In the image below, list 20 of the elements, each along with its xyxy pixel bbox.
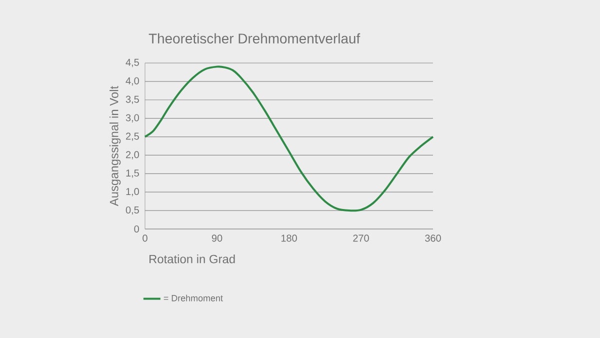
x-tick-label: 360 [425,234,441,242]
x-tick-label: 180 [281,234,297,242]
y-tick-label: 1,0 [126,188,139,196]
y-tick-label: 3,5 [126,96,139,104]
legend-label: = Drehmoment [164,294,223,302]
y-tick-label: 3,0 [126,114,139,122]
y-tick-label: 4,5 [126,58,139,68]
y-tick-label: 4,0 [126,77,139,86]
x-tick-label: 270 [353,234,369,242]
x-tick-label: 90 [212,234,222,242]
x-axis-title: Rotation in Grad [150,254,235,264]
y-tick-label: 2,5 [126,132,139,141]
y-axis-title: Ausgangssignal in Volt [110,86,121,206]
line-series [144,66,434,212]
y-tick-label: 0 [134,225,139,233]
x-tick-label: 0 [142,234,148,242]
y-tick-label: 2,0 [126,151,139,160]
y-tick-label: 0,5 [126,206,139,215]
y-tick-label: 1,5 [126,170,139,178]
chart-title: Theoretischer Drehmomentverlauf [148,33,360,44]
